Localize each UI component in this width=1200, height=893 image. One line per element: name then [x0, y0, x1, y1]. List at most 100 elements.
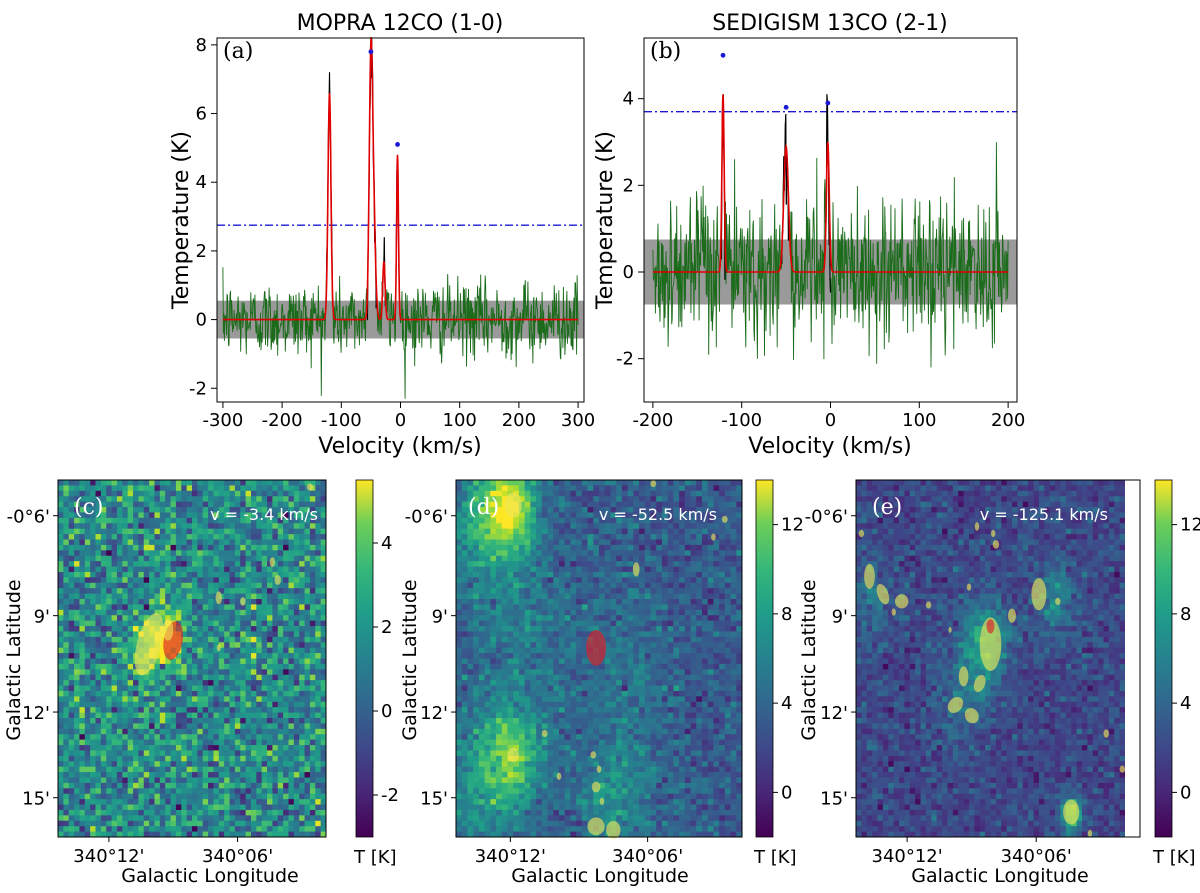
- map-pixel: [202, 593, 209, 600]
- map-pixel: [63, 663, 70, 670]
- map-pixel: [90, 523, 96, 530]
- map-pixel: [299, 707, 305, 713]
- map-pixel: [79, 712, 86, 719]
- map-pixel: [250, 642, 257, 649]
- map-pixel: [250, 750, 257, 757]
- map-pixel: [320, 577, 327, 584]
- map-pixel: [524, 534, 531, 540]
- map-pixel: [213, 761, 220, 768]
- map-pixel: [68, 680, 75, 686]
- map-pixel: [541, 593, 548, 600]
- map-pixel: [133, 826, 139, 832]
- map-pixel: [599, 577, 606, 584]
- map-pixel: [79, 550, 86, 557]
- map-pixel: [315, 566, 322, 573]
- map-pixel: [138, 512, 145, 519]
- map-pixel: [547, 523, 554, 530]
- map-pixel: [170, 512, 177, 519]
- map-pixel: [79, 745, 86, 751]
- map-pixel: [304, 755, 311, 762]
- map-pixel: [138, 599, 145, 605]
- map-pixel: [218, 831, 225, 838]
- map-pixel: [240, 653, 246, 659]
- map-pixel: [315, 685, 322, 692]
- map-pixel: [547, 539, 554, 546]
- map-pixel: [224, 799, 230, 805]
- map-pixel: [261, 512, 268, 519]
- map-pixel: [127, 588, 134, 594]
- map-pixel: [496, 571, 503, 578]
- map-pixel: [256, 772, 263, 778]
- map-pixel: [315, 507, 322, 513]
- map-pixel: [627, 501, 634, 508]
- map-pixel: [541, 490, 548, 497]
- map-pixel: [208, 718, 214, 724]
- map-pixel: [165, 718, 171, 724]
- map-pixel: [576, 523, 583, 530]
- map-pixel: [250, 696, 257, 703]
- map-pixel: [122, 663, 129, 670]
- map-pixel: [478, 566, 485, 573]
- map-pixel: [245, 539, 252, 546]
- map-pixel: [192, 593, 198, 600]
- map-pixel: [272, 766, 279, 773]
- map-pixel: [272, 701, 279, 708]
- map-pixel: [461, 599, 468, 605]
- map-pixel: [165, 788, 171, 795]
- map-pixel: [186, 620, 193, 627]
- map-pixel: [272, 571, 279, 578]
- map-pixel: [95, 723, 102, 730]
- map-pixel: [240, 815, 246, 822]
- map-pixel: [192, 772, 198, 778]
- map-pixel: [229, 663, 236, 670]
- map-pixel: [513, 544, 520, 551]
- map-pixel: [283, 647, 289, 654]
- map-pixel: [581, 588, 588, 594]
- map-pixel: [541, 647, 548, 654]
- map-pixel: [186, 815, 193, 822]
- map-pixel: [229, 604, 236, 611]
- map-pixel: [272, 534, 279, 540]
- map-pixel: [84, 712, 91, 719]
- map-pixel: [616, 599, 623, 605]
- map-pixel: [467, 631, 474, 638]
- map-pixel: [496, 615, 503, 622]
- map-pixel: [202, 615, 209, 622]
- map-pixel: [192, 663, 198, 670]
- map-pixel: [213, 544, 220, 551]
- map-pixel: [111, 604, 118, 611]
- map-pixel: [524, 588, 531, 594]
- map-pixel: [218, 653, 225, 659]
- map-pixel: [283, 496, 289, 503]
- map-pixel: [277, 761, 284, 768]
- map-pixel: [245, 555, 252, 562]
- map-pixel: [490, 577, 497, 584]
- map-pixel: [513, 620, 520, 627]
- map-pixel: [175, 653, 182, 659]
- map-pixel: [299, 799, 305, 805]
- map-pixel: [283, 685, 289, 692]
- map-pixel: [100, 501, 107, 508]
- map-pixel: [650, 490, 657, 497]
- map-pixel: [63, 523, 70, 530]
- map-pixel: [111, 577, 118, 584]
- map-pixel: [149, 669, 155, 676]
- map-pixel: [627, 588, 634, 594]
- map-pixel: [513, 636, 520, 643]
- map-pixel: [633, 485, 640, 492]
- map-pixel: [256, 804, 263, 811]
- map-pixel: [536, 609, 543, 616]
- map-pixel: [473, 604, 480, 611]
- map-pixel: [197, 690, 204, 697]
- map-pixel: [473, 626, 480, 632]
- map-pixel: [288, 588, 295, 594]
- map-pixel: [277, 609, 284, 616]
- map-pixel: [673, 485, 680, 492]
- map-pixel: [707, 534, 714, 540]
- map-pixel: [256, 501, 263, 508]
- map-pixel: [576, 577, 583, 584]
- map-pixel: [277, 620, 284, 627]
- map-pixel: [154, 696, 161, 703]
- map-pixel: [154, 588, 161, 594]
- map-pixel: [690, 496, 697, 503]
